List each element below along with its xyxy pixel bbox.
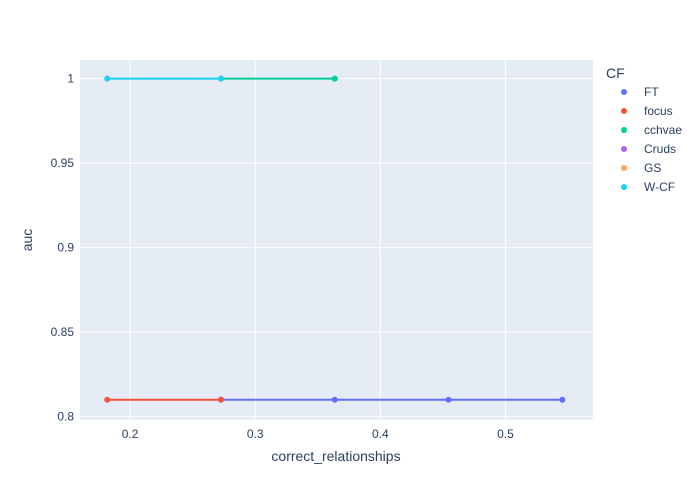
series-layer (104, 75, 566, 403)
legend-item-cruds[interactable]: Cruds (621, 142, 676, 156)
y-tick-label: 0.95 (51, 156, 75, 170)
legend-label: focus (644, 104, 673, 118)
legend-marker (621, 108, 627, 114)
y-tick-label: 0.9 (57, 241, 74, 255)
y-tick-label: 1 (67, 72, 74, 86)
legend-label: Cruds (644, 142, 676, 156)
data-point-ft (331, 396, 338, 403)
legend-label: W-CF (644, 180, 675, 194)
plot-area (80, 60, 593, 420)
legend-marker (621, 89, 627, 95)
data-point-focus (218, 396, 225, 403)
legend: CF FT focus cchvae Cruds GS W-CF (606, 65, 682, 194)
series-focus (104, 396, 225, 403)
legend-label: FT (644, 85, 659, 99)
legend-item-cchvae[interactable]: cchvae (621, 123, 682, 137)
y-axis-ticks: 0.8 0.85 0.9 0.95 1 (51, 72, 75, 424)
legend-item-ft[interactable]: FT (621, 85, 659, 99)
data-point-ft (445, 396, 452, 403)
y-axis-title: auc (19, 229, 35, 252)
y-tick-label: 0.8 (57, 410, 74, 424)
x-axis-ticks: 0.2 0.3 0.4 0.5 (122, 427, 514, 441)
data-point-ft (559, 396, 566, 403)
legend-title: CF (606, 65, 625, 81)
y-tick-label: 0.85 (51, 325, 75, 339)
data-point-cchvae (331, 75, 338, 82)
legend-marker (621, 165, 627, 171)
data-point-w-cf (104, 75, 111, 82)
legend-item-focus[interactable]: focus (621, 104, 673, 118)
legend-marker (621, 146, 627, 152)
x-tick-label: 0.4 (372, 427, 389, 441)
series-ft (218, 396, 566, 403)
legend-marker (621, 127, 627, 133)
x-tick-label: 0.2 (122, 427, 139, 441)
legend-item-w-cf[interactable]: W-CF (621, 180, 675, 194)
legend-item-gs[interactable]: GS (621, 161, 661, 175)
x-tick-label: 0.5 (497, 427, 514, 441)
legend-label: GS (644, 161, 661, 175)
legend-marker (621, 184, 627, 190)
gridlines (80, 60, 593, 420)
data-point-w-cf (218, 75, 225, 82)
legend-label: cchvae (644, 123, 682, 137)
x-tick-label: 0.3 (247, 427, 264, 441)
data-point-focus (104, 396, 111, 403)
x-axis-title: correct_relationships (271, 448, 400, 464)
series-w-cf (104, 75, 225, 82)
